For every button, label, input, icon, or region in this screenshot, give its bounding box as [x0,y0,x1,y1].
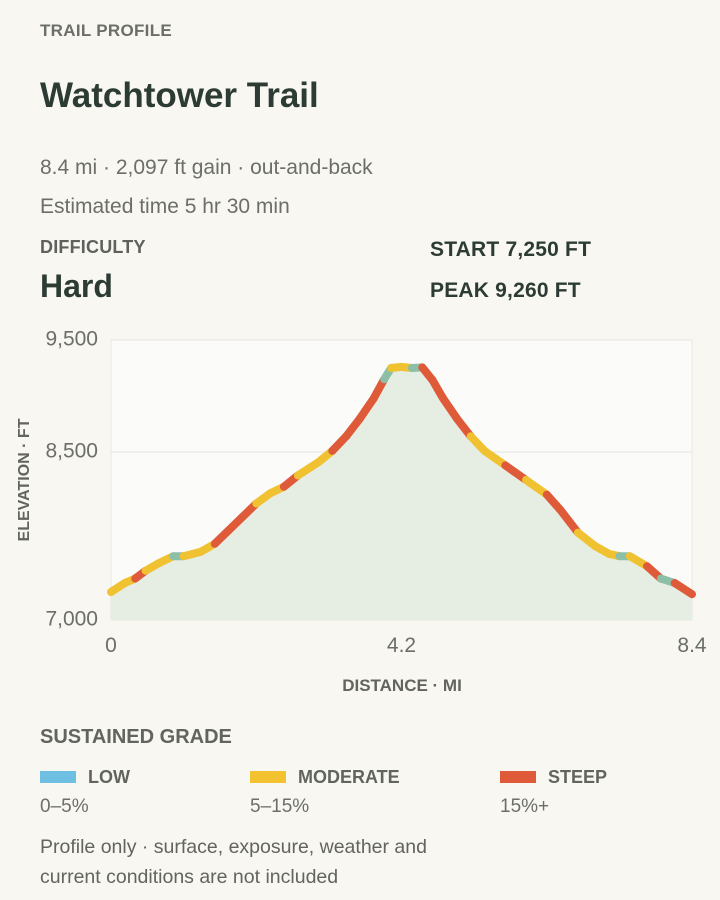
legend-title: SUSTAINED GRADE [40,726,232,748]
profile-segment [439,394,461,423]
legend-name-low: LOW [88,766,130,787]
trail-title: Watchtower Trail [40,76,319,115]
y-tick-label: 8,500 [45,440,98,463]
legend-range-low: 0–5% [40,796,89,817]
profile-segment [522,476,551,499]
elevation-chart: 7,000 8,500 9,500 0 4.2 8.4 ELEVATION · FT D… [16,328,707,695]
profile-segment [356,394,378,423]
x-axis-ticks: 0 4.2 8.4 [105,634,707,657]
legend-item-steep: STEEP 15%+ [500,764,607,818]
x-tick-label: 4.2 [387,634,416,657]
legend-range-steep: 15%+ [500,796,550,817]
legend-swatch-steep [500,771,536,783]
profile-segment [293,458,323,480]
y-axis-ticks: 7,000 8,500 9,500 [45,328,98,631]
x-axis-label: DISTANCE · MI [342,676,462,695]
profile-segment [556,506,582,537]
x-tick-label: 0 [105,634,117,657]
eyebrow-label: TRAIL PROFILE [40,21,173,40]
trail-summary: 8.4 mi · 2,097 ft gain · out-and-back [40,156,373,179]
legend-item-low: LOW 0–5% [40,764,130,818]
legend-name-steep: STEEP [548,766,608,787]
legend-name-moderate: MODERATE [298,766,400,787]
legend-swatch-low [40,771,76,783]
profile-segment [670,579,696,599]
elevation-profile-line [107,362,696,599]
x-tick-label: 8.4 [677,634,707,657]
y-axis-label: ELEVATION · FT [16,418,33,541]
y-tick-label: 7,000 [45,608,98,631]
elevation-area [111,366,692,620]
legend-item-moderate: MODERATE 5–15% [250,764,400,818]
peak-elevation: PEAK 9,260 FT [430,279,581,302]
profile-segment [480,446,510,470]
estimated-time: Estimated time 5 hr 30 min [40,195,290,218]
difficulty-label: DIFFICULTY [40,237,146,257]
legend-swatch-moderate [250,771,286,783]
profile-segment [501,461,530,484]
y-tick-label: 9,500 [45,328,98,351]
difficulty-value: Hard [40,268,113,304]
legend-range-moderate: 5–15% [250,796,310,817]
start-elevation: START 7,250 FT [430,238,592,261]
footnote: Profile only · surface, exposure, weathe… [40,836,427,888]
